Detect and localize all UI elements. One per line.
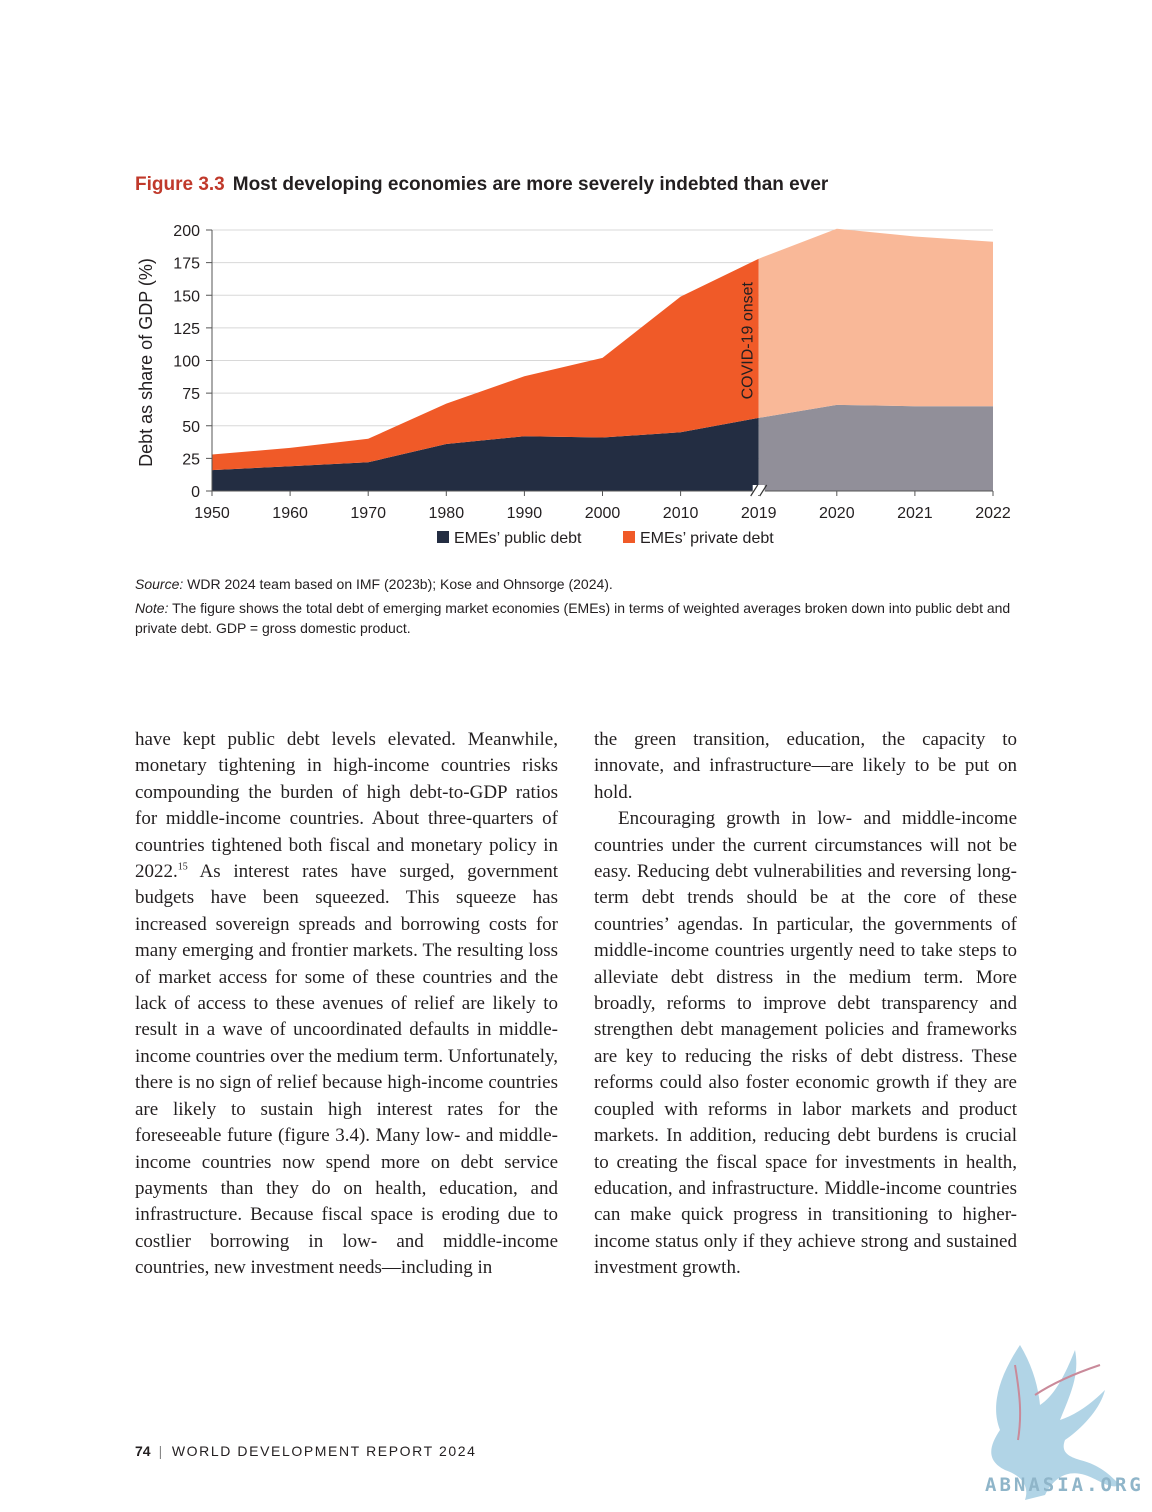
footer-separator: | (158, 1443, 164, 1459)
axis-break-mark (759, 484, 768, 497)
figure-title: Figure 3.3 Most developing economies are … (135, 174, 1035, 196)
y-axis-label: Debt as share of GDP (%) (136, 258, 156, 467)
axis-break-gap (752, 485, 765, 495)
x-tick-label: 1980 (429, 505, 465, 522)
legend-label: EMEs’ public debt (454, 530, 582, 547)
x-tick-label: 1960 (272, 505, 308, 522)
footnote-ref[interactable]: 15 (177, 861, 188, 873)
note-text: The figure shows the total debt of emerg… (135, 600, 1011, 636)
x-tick-label: 1950 (194, 505, 230, 522)
watermark-logo-icon (991, 1345, 1120, 1500)
debt-area-chart: 0 25 50 75 100 125 150 175 200 1950 1960 1970 1980 19… (136, 223, 1011, 547)
body-right-column: the green transition, education, the cap… (594, 727, 1017, 1282)
figure-label: Figure 3.3 (135, 174, 225, 195)
area-series-private-debt-recent (758, 228, 993, 418)
publication-title: WORLD DEVELOPMENT REPORT 2024 (171, 1443, 477, 1459)
page-footer: 74 | WORLD DEVELOPMENT REPORT 2024 (135, 1443, 477, 1459)
y-tick-label: 125 (173, 321, 200, 338)
note-label: Note: (135, 600, 169, 616)
y-tick-label: 100 (173, 354, 200, 371)
y-tick-label: 0 (191, 484, 200, 501)
source-text: WDR 2024 team based on IMF (2023b); Kose… (183, 576, 613, 592)
figure-note: Note: The figure shows the total debt of… (135, 598, 1025, 638)
y-tick-label: 200 (173, 223, 200, 240)
chart-axes (206, 229, 994, 497)
area-series-public-debt (212, 417, 759, 491)
x-tick-label: 2022 (975, 505, 1011, 522)
annotation-covid-onset: COVID-19 onset (740, 281, 757, 399)
y-tick-label: 50 (182, 419, 200, 436)
chart-legend: EMEs’ public debt EMEs’ private debt (437, 530, 774, 547)
legend-label: EMEs’ private debt (640, 530, 774, 547)
x-tick-label: 2019 (741, 505, 777, 522)
body-text: have kept public debt levels elevated. M… (135, 729, 558, 883)
figure-title-text: Most developing economies are more sever… (232, 174, 829, 195)
watermark-text: ABNASIA.ORG (985, 1474, 1144, 1496)
x-tick-label: 2021 (897, 505, 933, 522)
body-paragraph: have kept public debt levels elevated. M… (135, 727, 558, 1282)
y-tick-label: 175 (173, 256, 200, 273)
y-tick-label: 150 (173, 288, 200, 305)
y-tick-label: 75 (182, 386, 200, 403)
chart-areas (212, 228, 993, 491)
page-number: 74 (135, 1443, 151, 1459)
figure-source: Source: WDR 2024 team based on IMF (2023… (135, 574, 1025, 594)
body-left-column: have kept public debt levels elevated. M… (135, 727, 558, 1282)
y-tick-label: 25 (182, 451, 200, 468)
x-tick-label: 2020 (819, 505, 855, 522)
legend-swatch (623, 531, 635, 543)
legend-swatch (437, 531, 449, 543)
area-series-private-debt (212, 258, 759, 471)
axis-break-mark (750, 484, 759, 497)
body-paragraph: the green transition, education, the cap… (594, 729, 1017, 803)
x-tick-label: 1970 (350, 505, 386, 522)
body-text: As interest rates have surged, governmen… (135, 861, 558, 1279)
area-series-public-debt-recent (758, 404, 993, 491)
x-tick-label: 2010 (663, 505, 699, 522)
body-paragraph: Encouraging growth in low- and middle-in… (594, 808, 1017, 1279)
source-label: Source: (135, 576, 184, 592)
chart-labels: 0 25 50 75 100 125 150 175 200 1950 1960 1970 1980 19… (136, 223, 1011, 522)
x-tick-label: 1990 (507, 505, 543, 522)
x-tick-label: 2000 (585, 505, 621, 522)
